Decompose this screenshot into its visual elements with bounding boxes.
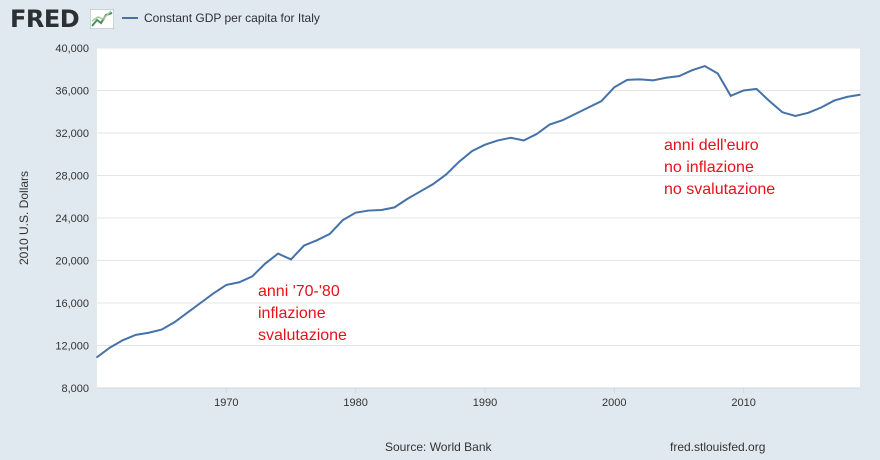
data-point xyxy=(626,79,629,81)
annotation-70s-80s-line-2: inflazione xyxy=(258,305,326,322)
data-point xyxy=(484,143,486,146)
data-point xyxy=(406,198,409,200)
data-point xyxy=(212,292,215,295)
data-point xyxy=(768,100,771,102)
data-point xyxy=(859,93,861,96)
data-point xyxy=(781,111,784,114)
data-point xyxy=(561,119,564,122)
data-point xyxy=(96,356,98,358)
data-point xyxy=(639,78,641,81)
data-point xyxy=(316,239,318,242)
data-point xyxy=(652,79,654,82)
data-point xyxy=(251,275,253,278)
x-axis-ticks: 1970 1980 1990 2000 2010 xyxy=(214,388,756,409)
annotation-70s-80s-line-3: svalutazione xyxy=(258,327,347,344)
data-point xyxy=(820,106,822,109)
data-point xyxy=(704,65,706,67)
legend-label: Constant GDP per capita for Italy xyxy=(144,11,320,25)
annotation-euro-years-line-2: no inflazione xyxy=(664,159,754,176)
data-point xyxy=(186,311,189,314)
data-point xyxy=(522,139,525,142)
data-point xyxy=(600,100,603,102)
series-line xyxy=(96,64,861,358)
y-tick-label: 40,000 xyxy=(55,43,89,55)
data-point xyxy=(613,86,616,89)
series-points xyxy=(96,65,861,358)
x-tick-label: 2010 xyxy=(731,397,755,409)
y-tick-label: 12,000 xyxy=(55,341,89,353)
legend: Constant GDP per capita for Italy xyxy=(122,11,320,25)
data-point xyxy=(471,150,473,152)
y-tick-label: 24,000 xyxy=(55,213,89,225)
data-point xyxy=(290,258,292,261)
source-note: Source: World Bank xyxy=(385,440,492,454)
data-point xyxy=(328,233,331,235)
y-tick-label: 28,000 xyxy=(55,171,89,183)
data-point xyxy=(393,206,396,209)
data-point xyxy=(341,219,344,221)
data-point xyxy=(303,244,305,247)
data-point xyxy=(160,328,163,331)
data-point xyxy=(277,252,279,255)
data-point xyxy=(135,334,137,336)
data-point xyxy=(548,123,551,126)
y-tick-label: 32,000 xyxy=(55,128,89,140)
data-point xyxy=(794,115,797,117)
data-point xyxy=(432,183,435,185)
data-point xyxy=(445,173,447,176)
x-tick-label: 1980 xyxy=(343,397,367,409)
data-point xyxy=(458,160,460,163)
data-point xyxy=(367,209,370,212)
x-tick-label: 2000 xyxy=(602,397,626,409)
annotation-euro-years: anni dell'euro no inflazione no svalutaz… xyxy=(664,137,775,198)
chart-header: FRED Constant GDP per capita for Italy xyxy=(0,0,880,40)
annotation-euro-years-line-3: no svalutazione xyxy=(664,181,775,198)
y-axis-ticks: 8,000 12,000 16,000 20,000 24,000 28,000 32,00… xyxy=(55,43,89,395)
data-point xyxy=(535,133,538,135)
data-point xyxy=(147,331,150,334)
fred-logo-graph-icon xyxy=(90,9,114,29)
data-point xyxy=(587,106,590,109)
y-tick-label: 20,000 xyxy=(55,256,89,268)
data-point xyxy=(264,262,266,265)
data-point xyxy=(833,99,835,102)
y-tick-label: 8,000 xyxy=(61,383,89,395)
data-point xyxy=(225,284,228,286)
x-tick-label: 1990 xyxy=(473,397,497,409)
data-point xyxy=(497,139,499,142)
data-point xyxy=(238,281,241,284)
data-point xyxy=(691,69,693,72)
data-point xyxy=(109,346,111,349)
data-point xyxy=(665,76,667,79)
data-point xyxy=(122,339,124,341)
data-point xyxy=(716,72,719,75)
fred-logo[interactable]: FRED xyxy=(10,5,80,33)
data-point xyxy=(729,95,732,97)
data-point xyxy=(419,190,422,193)
annotation-70s-80s: anni '70-'80 inflazione svalutazione xyxy=(258,283,347,344)
y-tick-label: 16,000 xyxy=(55,298,89,310)
data-point xyxy=(199,302,202,304)
data-point xyxy=(807,112,810,114)
data-point xyxy=(755,88,758,90)
data-point xyxy=(173,321,176,323)
x-tick-label: 1970 xyxy=(214,397,238,409)
site-link[interactable]: fred.stlouisfed.org xyxy=(670,440,766,454)
data-point xyxy=(380,209,383,211)
data-point xyxy=(742,89,745,92)
data-point xyxy=(354,211,357,214)
data-point xyxy=(574,113,577,115)
data-point xyxy=(510,136,512,139)
annotation-70s-80s-line-1: anni '70-'80 xyxy=(258,283,340,300)
data-point xyxy=(678,75,680,77)
y-axis-label: 2010 U.S. Dollars xyxy=(17,171,31,265)
data-point xyxy=(846,96,848,98)
y-tick-label: 36,000 xyxy=(55,86,89,98)
legend-swatch xyxy=(122,17,138,19)
annotation-euro-years-line-1: anni dell'euro xyxy=(664,137,759,154)
